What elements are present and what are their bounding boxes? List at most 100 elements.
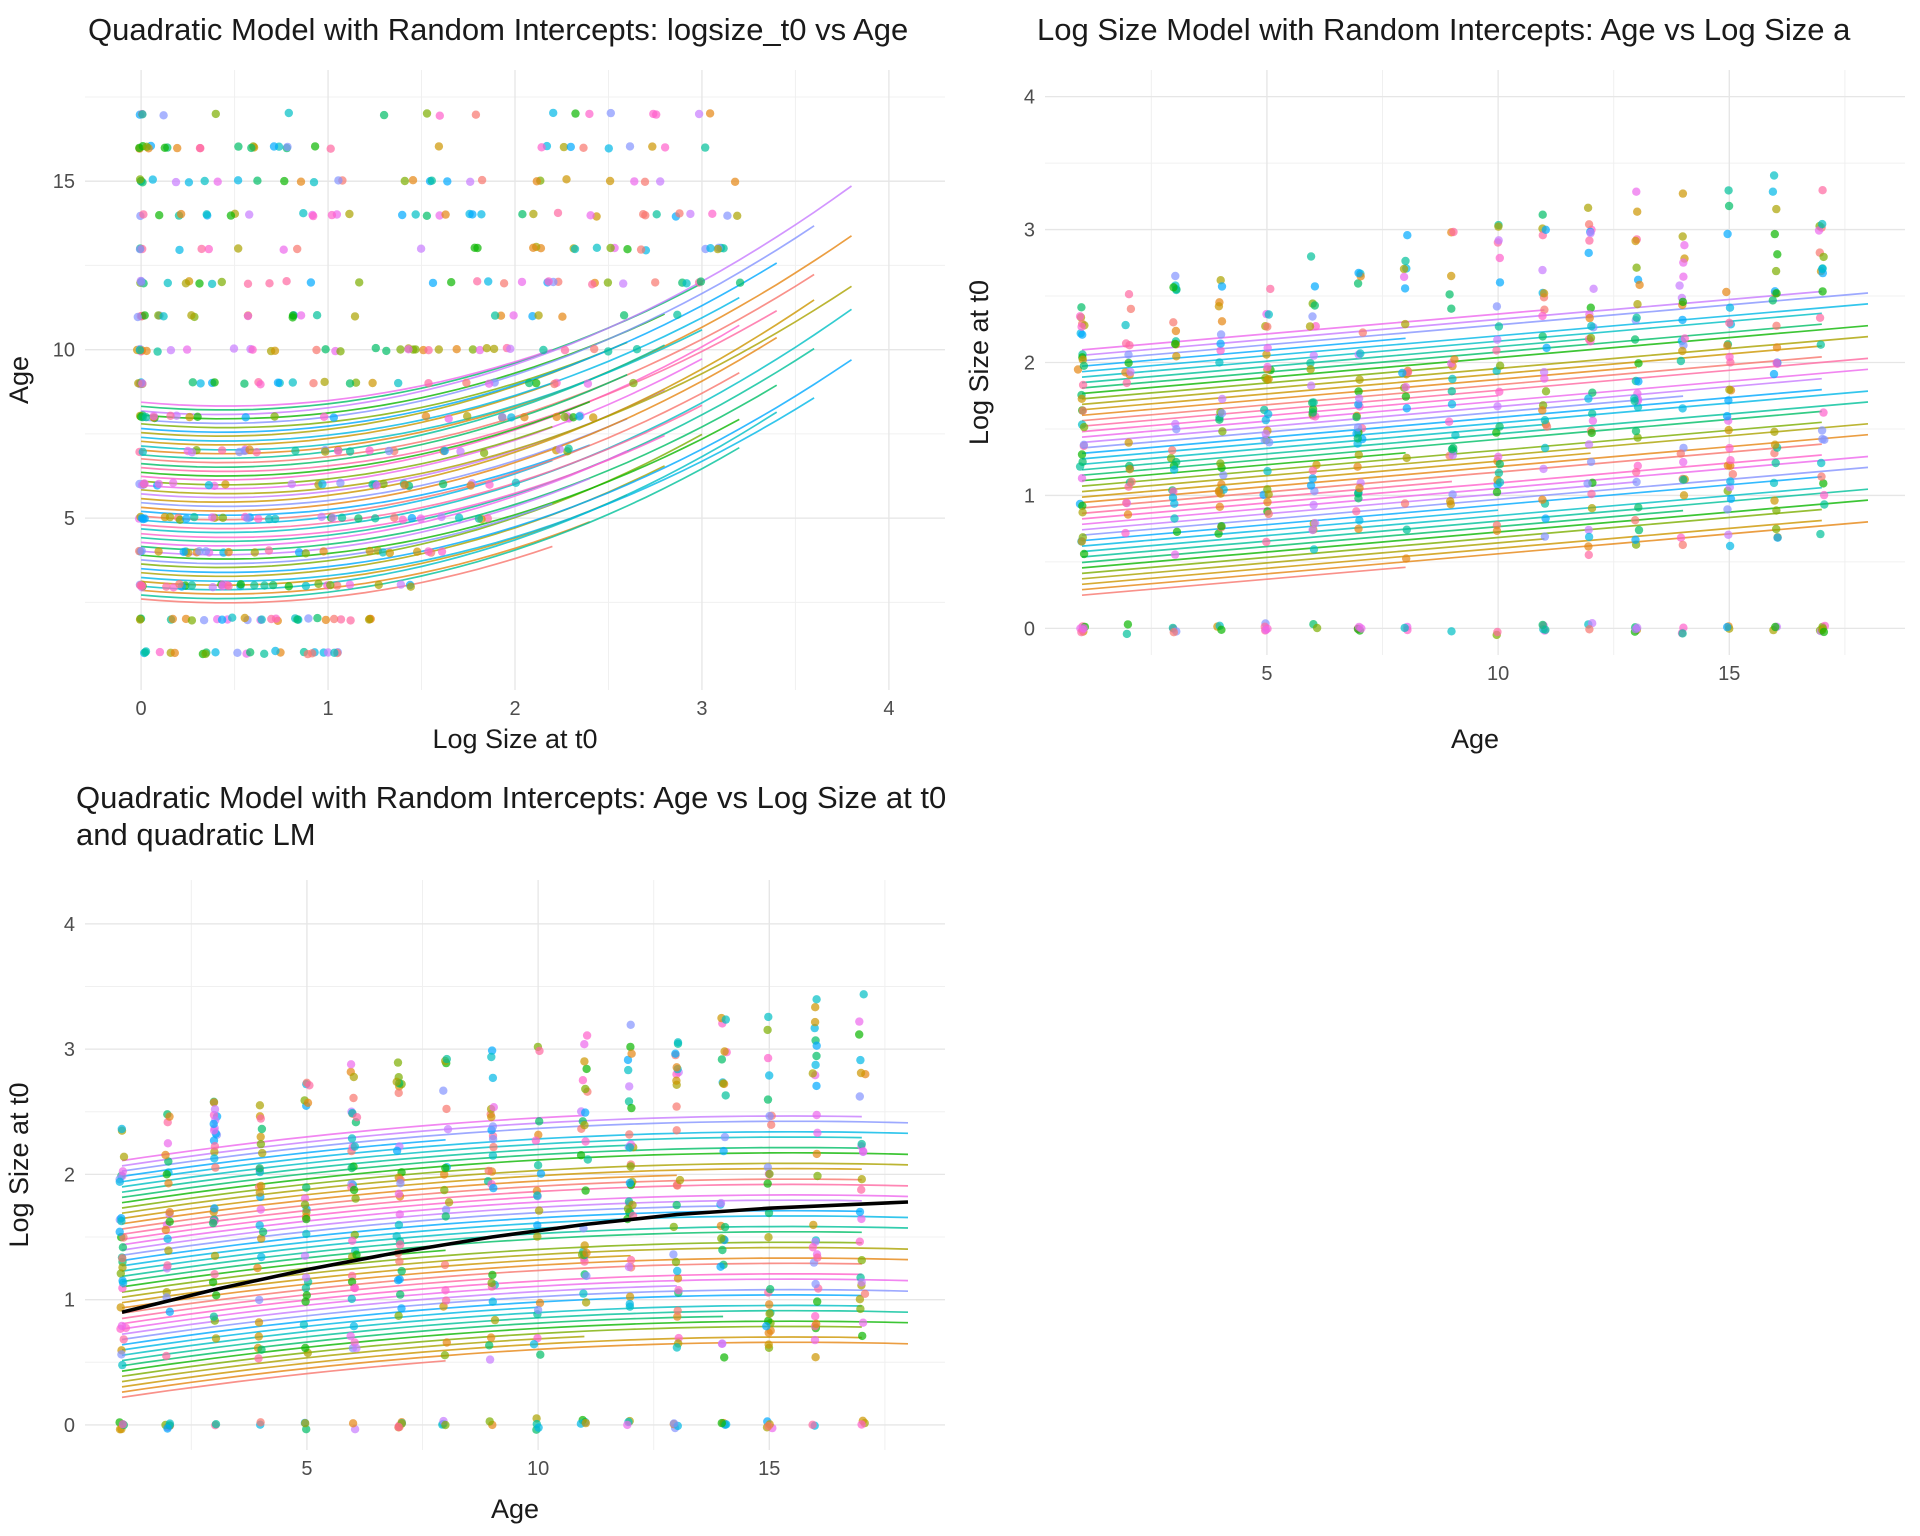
data-point [1539, 289, 1549, 298]
data-point [1215, 502, 1225, 511]
data-point [1495, 361, 1505, 370]
data-point [1172, 527, 1182, 536]
data-point [1215, 358, 1224, 367]
data-point [273, 378, 283, 387]
data-point [720, 1047, 729, 1056]
data-point [117, 1124, 127, 1134]
data-point [763, 1025, 772, 1035]
data-point [812, 1051, 821, 1061]
data-point [1355, 516, 1364, 525]
data-point [1447, 271, 1456, 281]
data-point [175, 579, 184, 589]
data-point [1769, 171, 1779, 180]
data-point [623, 1420, 632, 1430]
y-tick-label: 5 [64, 508, 75, 530]
data-point [384, 446, 394, 456]
data-point [441, 1420, 450, 1430]
data-point [163, 1261, 172, 1270]
data-point [1769, 478, 1779, 488]
data-point [735, 278, 745, 287]
data-point [581, 1298, 591, 1307]
data-point [1217, 317, 1227, 326]
data-point [468, 210, 477, 219]
group-fit-line [121, 1194, 909, 1246]
data-point [169, 478, 178, 487]
data-point [155, 647, 165, 657]
data-point [716, 1262, 725, 1271]
data-point [1634, 359, 1643, 368]
group-fit-line [121, 1151, 909, 1204]
y-tick-label: 2 [1024, 353, 1035, 375]
data-point [718, 1245, 727, 1255]
data-point [1633, 300, 1642, 309]
y-tick-label: 1 [1024, 485, 1035, 507]
data-point [442, 1104, 451, 1114]
data-point [347, 1294, 356, 1304]
data-point [1444, 417, 1454, 426]
data-point [811, 1060, 820, 1070]
data-point [766, 1285, 775, 1294]
data-point [162, 1170, 171, 1179]
group-fit-line [141, 225, 815, 425]
data-point [1310, 301, 1320, 310]
data-point [351, 1194, 360, 1203]
data-point [466, 481, 475, 490]
data-point [1584, 532, 1594, 542]
data-point [210, 1270, 219, 1279]
data-point [1538, 406, 1547, 415]
data-point [1770, 229, 1780, 239]
data-point [489, 344, 499, 354]
data-point [857, 1214, 866, 1224]
data-point [1494, 452, 1503, 461]
data-point [1354, 268, 1363, 278]
data-point [1307, 381, 1316, 390]
group-fit-line [1081, 292, 1869, 362]
data-point [164, 1246, 173, 1255]
data-point [208, 1278, 218, 1287]
data-point [517, 277, 527, 287]
data-point [499, 279, 509, 288]
data-point [1309, 398, 1318, 407]
data-point [438, 479, 448, 489]
data-point [1401, 382, 1411, 392]
data-point [333, 446, 343, 456]
data-point [639, 210, 648, 219]
data-point [428, 278, 438, 288]
data-point [1353, 423, 1363, 432]
data-point [1217, 282, 1227, 291]
data-point [204, 244, 213, 254]
data-point [355, 278, 364, 287]
data-point [255, 1221, 264, 1230]
y-axis-label: Log Size at t0 [4, 1082, 34, 1247]
data-point [1263, 362, 1272, 372]
data-point [763, 1095, 773, 1104]
data-point [1819, 627, 1829, 637]
data-point [1631, 516, 1640, 525]
data-point [520, 413, 529, 422]
data-point [1588, 416, 1598, 425]
data-point [200, 176, 209, 186]
data-point [190, 512, 199, 522]
data-point [619, 311, 629, 320]
group-fit-line [1081, 312, 1822, 378]
data-point [1632, 313, 1641, 322]
data-point [1354, 394, 1364, 403]
data-point [1127, 477, 1136, 486]
data-point [1584, 248, 1593, 258]
data-point [488, 1270, 497, 1280]
data-point [1079, 440, 1089, 449]
x-axis-label: Age [491, 1494, 539, 1524]
data-point [248, 345, 257, 354]
data-point [619, 279, 628, 288]
data-point [1539, 367, 1549, 377]
data-point [592, 243, 602, 252]
data-point [1632, 467, 1641, 477]
data-point [1310, 282, 1320, 291]
data-point [1495, 459, 1505, 469]
data-point [1263, 322, 1272, 331]
data-point [640, 177, 650, 186]
data-point [137, 278, 146, 287]
data-point [1171, 271, 1180, 281]
data-point [326, 580, 335, 590]
data-point [140, 311, 149, 320]
